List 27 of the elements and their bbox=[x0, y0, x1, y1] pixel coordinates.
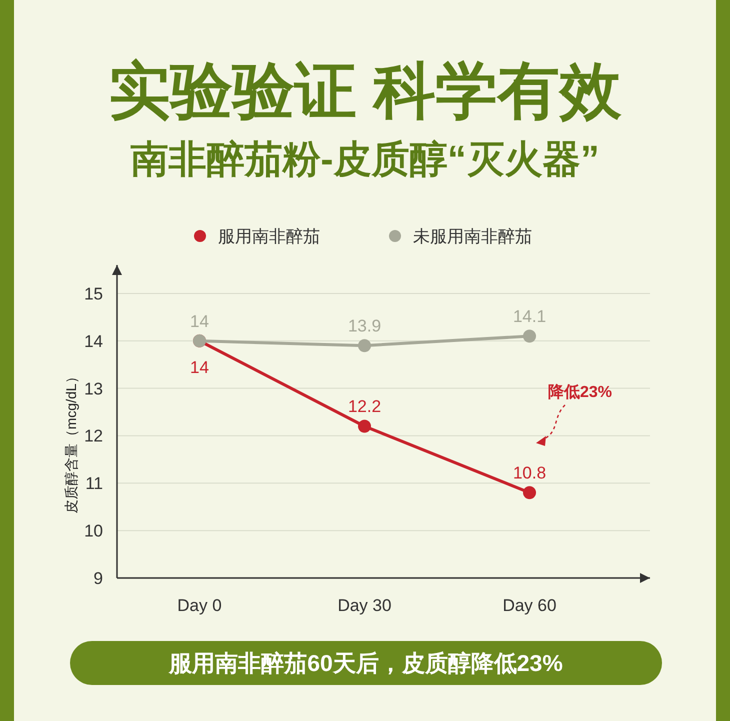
data-label: 13.9 bbox=[348, 316, 382, 336]
y-tick-label: 15 bbox=[84, 284, 103, 304]
y-tick-label: 11 bbox=[85, 474, 103, 494]
point bbox=[523, 330, 536, 343]
data-label: 14.1 bbox=[512, 307, 546, 326]
chart-title: 实验验证 科学有效 bbox=[108, 57, 623, 126]
y-tick-label: 10 bbox=[84, 522, 103, 541]
legend-label: 服用南非醉茄 bbox=[218, 227, 320, 246]
y-tick-label: 13 bbox=[84, 379, 103, 398]
point bbox=[358, 339, 371, 352]
data-label: 14 bbox=[190, 358, 209, 377]
y-axis-title: 皮质醇含量（mcg/dL） bbox=[63, 370, 79, 514]
legend-label: 未服用南非醉茄 bbox=[413, 227, 532, 246]
y-tick-label: 14 bbox=[84, 332, 103, 351]
chart-subtitle: 南非醉茄粉-皮质醇“灭火器” bbox=[130, 139, 600, 181]
annotation: 降低23% bbox=[548, 383, 612, 401]
x-tick-label: Day 0 bbox=[177, 596, 222, 615]
data-label: 14 bbox=[190, 312, 209, 331]
point bbox=[358, 420, 371, 433]
x-tick-label: Day 30 bbox=[338, 596, 392, 615]
text: 服用南非醉茄60天后，皮质醇降低23% bbox=[168, 650, 563, 676]
y-tick-label: 9 bbox=[94, 569, 103, 588]
point bbox=[523, 486, 536, 500]
data-label: 12.2 bbox=[348, 397, 382, 416]
y-tick-label: 12 bbox=[84, 426, 103, 446]
x-tick-label: Day 60 bbox=[502, 596, 556, 615]
data-label: 10.8 bbox=[512, 464, 546, 483]
